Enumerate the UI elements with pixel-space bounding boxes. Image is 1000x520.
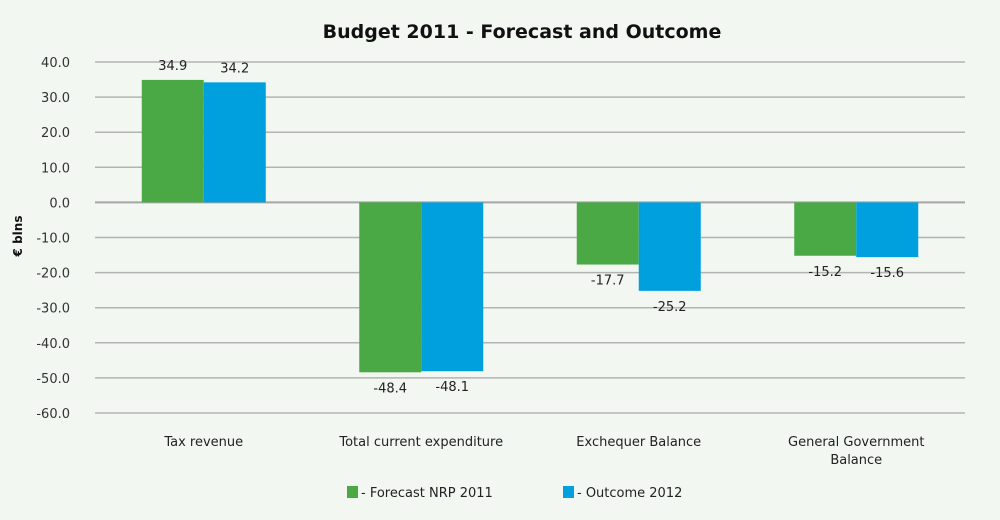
bar bbox=[421, 202, 484, 372]
x-tick-label: Total current expenditure bbox=[338, 435, 503, 450]
bar bbox=[359, 202, 422, 373]
legend-item: - Forecast NRP 2011 bbox=[347, 486, 493, 501]
y-tick-label: -40.0 bbox=[36, 337, 70, 352]
y-tick-label: -60.0 bbox=[36, 407, 70, 422]
x-axis-categories: Tax revenue Total current expenditure Exch… bbox=[163, 435, 924, 468]
y-tick-label: 0.0 bbox=[49, 196, 70, 211]
data-label: -17.7 bbox=[591, 274, 625, 289]
legend-swatch bbox=[347, 486, 358, 498]
data-label: 34.9 bbox=[158, 59, 187, 74]
data-label: -48.4 bbox=[373, 381, 407, 396]
data-labels: 34.9 34.2 -48.4 -48.1 -17.7 -25.2 -15.2 -15.6 bbox=[158, 59, 904, 396]
bar bbox=[203, 82, 266, 203]
y-tick-label: 10.0 bbox=[41, 161, 70, 176]
y-tick-label: -10.0 bbox=[36, 232, 70, 247]
x-tick-label: Balance bbox=[830, 453, 882, 468]
legend-label: - Forecast NRP 2011 bbox=[361, 486, 493, 501]
legend: - Forecast NRP 2011 - Outcome 2012 bbox=[347, 486, 682, 501]
bar bbox=[638, 202, 701, 291]
y-tick-label: -20.0 bbox=[36, 267, 70, 282]
y-axis-ticks: 40.0 30.0 20.0 10.0 0.0 -10.0 -20.0 -30.0 -40.0 -… bbox=[36, 56, 70, 422]
data-label: 34.2 bbox=[220, 61, 249, 76]
y-tick-label: -30.0 bbox=[36, 302, 70, 317]
data-label: -15.2 bbox=[808, 265, 842, 280]
bars bbox=[141, 79, 919, 373]
y-tick-label: 30.0 bbox=[41, 91, 70, 106]
y-tick-label: -50.0 bbox=[36, 372, 70, 387]
data-label: -15.6 bbox=[870, 266, 904, 281]
legend-item: - Outcome 2012 bbox=[563, 486, 682, 501]
x-tick-label: Tax revenue bbox=[163, 435, 243, 450]
bar bbox=[576, 202, 639, 265]
y-tick-label: 40.0 bbox=[41, 56, 70, 71]
bar bbox=[856, 202, 919, 258]
legend-label: - Outcome 2012 bbox=[577, 486, 682, 501]
x-tick-label: General Government bbox=[788, 435, 924, 450]
x-tick-label: Exchequer Balance bbox=[576, 435, 701, 450]
data-label: -25.2 bbox=[653, 300, 687, 315]
y-axis-label: € blns bbox=[11, 216, 25, 258]
data-label: -48.1 bbox=[435, 380, 469, 395]
bar bbox=[794, 202, 857, 256]
y-tick-label: 20.0 bbox=[41, 126, 70, 141]
legend-swatch bbox=[563, 486, 574, 498]
chart-title: Budget 2011 - Forecast and Outcome bbox=[323, 21, 722, 43]
bar bbox=[141, 79, 204, 203]
